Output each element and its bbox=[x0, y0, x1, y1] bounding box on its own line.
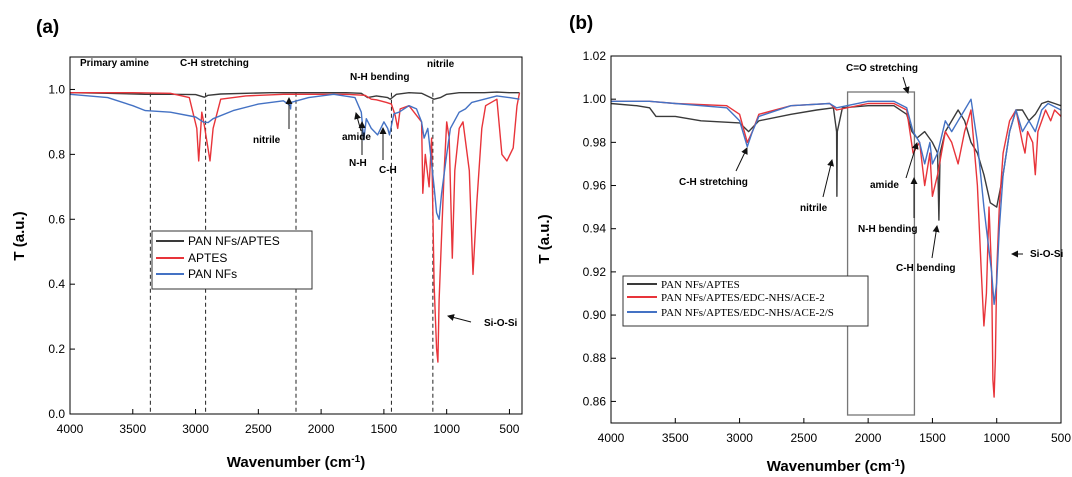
y-tick-label: 1.02 bbox=[583, 49, 607, 63]
panel-b: (b) 0.86 0.88 0.90 0.92 0.94 0.96 0.98 1.00 1.02 4… bbox=[536, 13, 1071, 475]
series-group bbox=[70, 91, 521, 363]
peak-annotation: Si-O-Si bbox=[484, 318, 518, 329]
annotation-arrow bbox=[822, 159, 834, 198]
legend-label: PAN NFs/APTES/EDC-NHS/ACE-2 bbox=[661, 292, 825, 304]
y-tick-label: 1.0 bbox=[48, 82, 65, 96]
y-tick-label: 0.88 bbox=[583, 351, 607, 365]
legend-box bbox=[622, 275, 869, 327]
peak-annotation: C-H stretching bbox=[679, 177, 748, 188]
legend-box bbox=[151, 230, 313, 290]
series-line bbox=[70, 92, 521, 363]
x-tick-label: 1000 bbox=[983, 431, 1010, 445]
series-line bbox=[611, 100, 1061, 221]
y-tick-label: 0.98 bbox=[583, 135, 607, 149]
panel-a: (a) 0.0 0.2 0.4 0.6 0.8 1.0 4000 3500 3000 2500 200… bbox=[11, 17, 523, 472]
annotation-arrow bbox=[931, 225, 940, 259]
annotation-arrow bbox=[902, 76, 910, 94]
x-tick-label: 1500 bbox=[919, 431, 946, 445]
x-tick-label: 3500 bbox=[662, 431, 689, 445]
panel-label: (a) bbox=[36, 17, 59, 38]
x-axis-title-main: Wavenumber (cm bbox=[767, 458, 891, 475]
peak-annotation: nitrile bbox=[800, 203, 828, 214]
annotation-arrow bbox=[447, 314, 472, 323]
annotation-arrow bbox=[354, 112, 362, 132]
legend-label: APTES bbox=[188, 251, 227, 265]
peak-annotation: amide bbox=[342, 132, 371, 143]
peak-annotation: Primary amine bbox=[80, 58, 149, 69]
x-tick-label: 4000 bbox=[598, 431, 625, 445]
x-tick-label: 2500 bbox=[245, 422, 272, 436]
series-line bbox=[70, 91, 520, 100]
y-tick-label: 0.2 bbox=[48, 342, 65, 356]
x-tick-label: 1000 bbox=[433, 422, 460, 436]
y-tick-label: 0.96 bbox=[583, 179, 607, 193]
peak-annotation: Si-O-Si bbox=[1030, 249, 1064, 260]
annotation-arrow bbox=[735, 147, 748, 172]
x-tick-label: 2500 bbox=[791, 431, 818, 445]
x-tick-label: 4000 bbox=[57, 422, 84, 436]
peak-annotation: N-H bbox=[349, 158, 367, 169]
series-line bbox=[611, 98, 1061, 305]
x-axis-title-sup: -1 bbox=[891, 458, 900, 469]
peak-annotation: C-H stretching bbox=[180, 58, 249, 69]
legend-label: PAN NFs/APTES/EDC-NHS/ACE-2/S bbox=[661, 307, 834, 319]
peak-annotation: C-H bending bbox=[896, 263, 955, 274]
y-tick-label: 0.6 bbox=[48, 212, 65, 226]
peak-annotation: nitrile bbox=[427, 59, 455, 70]
x-axis-title: Wavenumber (cm-1) bbox=[227, 454, 365, 472]
peak-annotation: C-H bbox=[379, 165, 397, 176]
y-tick-label: 0.94 bbox=[583, 222, 607, 236]
plot-frame bbox=[69, 56, 523, 415]
x-tick-label: 3500 bbox=[119, 422, 146, 436]
y-tick-label: 0.90 bbox=[583, 308, 607, 322]
x-tick-label: 500 bbox=[499, 422, 519, 436]
y-tick-label: 0.86 bbox=[583, 394, 607, 408]
legend-label: PAN NFs bbox=[188, 267, 237, 281]
legend-label: PAN NFs/APTES bbox=[188, 234, 280, 248]
peak-annotation: N-H bending bbox=[350, 72, 409, 83]
legend-label: PAN NFs/APTES bbox=[661, 279, 740, 291]
peak-annotation: N-H bending bbox=[858, 224, 917, 235]
x-axis-title-tail: ) bbox=[360, 454, 365, 471]
plot-frame bbox=[610, 55, 1062, 424]
x-tick-label: 500 bbox=[1051, 431, 1071, 445]
y-tick-label: 0.0 bbox=[48, 407, 65, 421]
x-tick-label: 3000 bbox=[182, 422, 209, 436]
annotation-arrow bbox=[905, 142, 919, 179]
x-tick-label: 1500 bbox=[371, 422, 398, 436]
x-tick-label: 2000 bbox=[308, 422, 335, 436]
y-tick-label: 0.92 bbox=[583, 265, 607, 279]
peak-annotation: C=O stretching bbox=[846, 63, 918, 74]
highlight-region-box bbox=[846, 91, 916, 416]
x-axis-title: Wavenumber (cm-1) bbox=[767, 458, 905, 476]
y-tick-label: 0.4 bbox=[48, 277, 65, 291]
series-line bbox=[70, 93, 520, 220]
x-tick-label: 3000 bbox=[726, 431, 753, 445]
x-axis-title-sup: -1 bbox=[351, 454, 360, 465]
y-axis-title: T (a.u.) bbox=[536, 214, 553, 263]
y-tick-label: 0.8 bbox=[48, 147, 65, 161]
peak-annotation: amide bbox=[870, 180, 899, 191]
y-tick-label: 1.00 bbox=[583, 92, 607, 106]
x-axis-title-tail: ) bbox=[900, 458, 905, 475]
x-tick-label: 2000 bbox=[855, 431, 882, 445]
y-axis-title: T (a.u.) bbox=[11, 211, 28, 260]
series-group bbox=[611, 98, 1061, 398]
x-axis-title-main: Wavenumber (cm bbox=[227, 454, 351, 471]
peak-annotation: nitrile bbox=[253, 135, 281, 146]
panel-label: (b) bbox=[569, 13, 593, 34]
